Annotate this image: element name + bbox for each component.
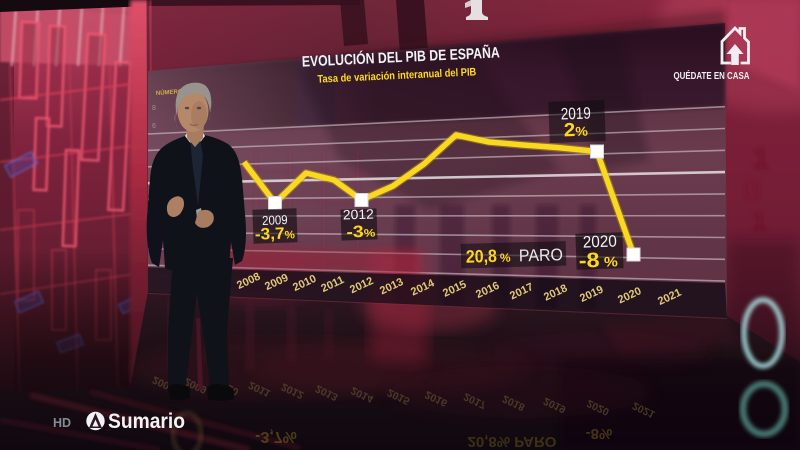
svg-text:2012: 2012: [343, 206, 375, 222]
svg-text:NÚMERO: NÚMERO: [156, 88, 183, 97]
svg-text:PARO: PARO: [519, 245, 563, 265]
svg-text:1: 1: [752, 142, 769, 175]
svg-text:Sumario: Sumario: [108, 409, 185, 433]
svg-text:6: 6: [152, 123, 156, 130]
svg-text:2019: 2019: [561, 104, 592, 123]
svg-text:-3,7%: -3,7%: [255, 428, 297, 445]
svg-text:20,8: 20,8: [466, 246, 498, 267]
svg-text:-3%: -3%: [346, 222, 376, 241]
svg-text:0: 0: [744, 174, 761, 207]
svg-text:8: 8: [152, 105, 156, 112]
svg-text:-8%: -8%: [586, 425, 613, 442]
svg-text:%: %: [500, 251, 511, 265]
svg-text:HD: HD: [53, 416, 71, 430]
svg-text:1: 1: [752, 206, 766, 236]
svg-text:-3,7%: -3,7%: [255, 224, 296, 243]
svg-text:20,8% PARO: 20,8% PARO: [468, 433, 557, 450]
svg-text:QUÉDATE EN CASA: QUÉDATE EN CASA: [674, 69, 750, 82]
svg-text:2%: 2%: [563, 120, 588, 142]
svg-text:2009: 2009: [262, 212, 288, 228]
svg-text:2020: 2020: [583, 232, 618, 251]
